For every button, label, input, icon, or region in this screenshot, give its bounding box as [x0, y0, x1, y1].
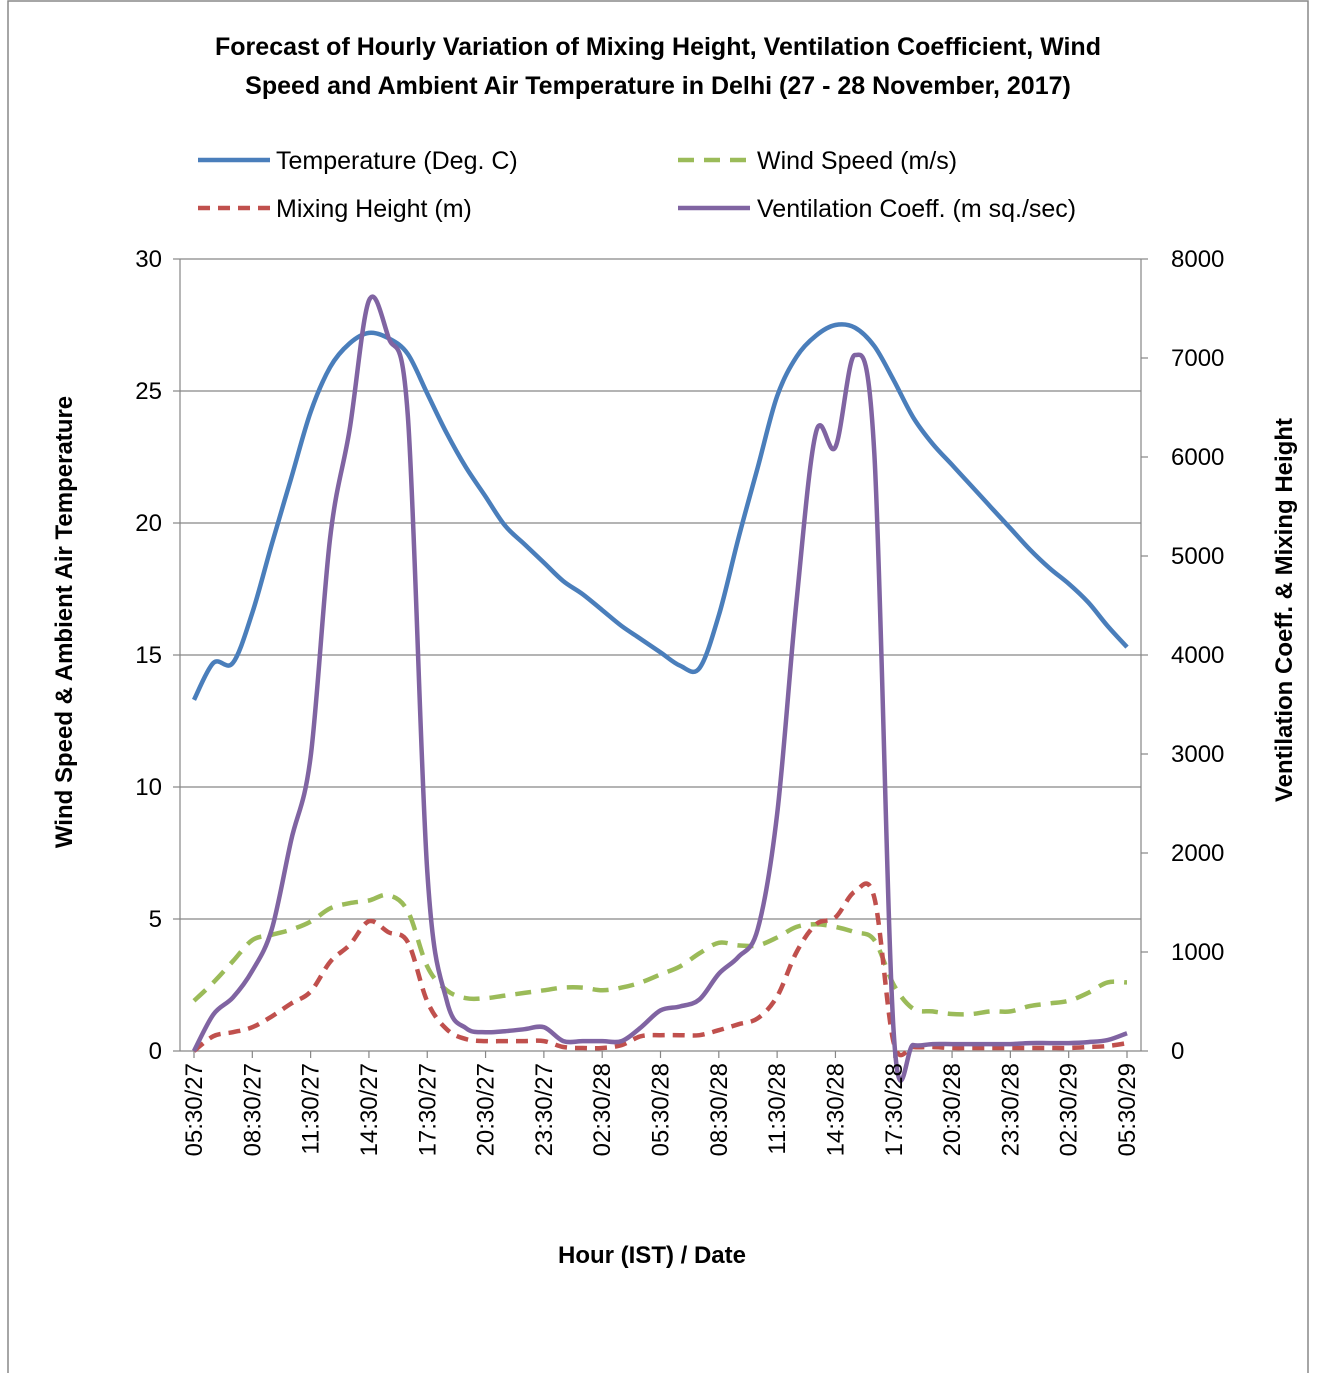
y-right-tick-label-4000: 4000	[1171, 642, 1224, 669]
x-tick-label-9: 08:30/28	[706, 1063, 733, 1156]
legend-label-mixing-height: Mixing Height (m)	[276, 195, 472, 223]
series-line-wind-speed	[192, 892, 1128, 1017]
legend-item-mixing-height: Mixing Height (m)	[198, 195, 472, 223]
x-tick-label-7: 02:30/28	[589, 1063, 616, 1156]
chart-title-line-2: Speed and Ambient Air Temperature in Del…	[245, 72, 1071, 100]
y-left-tick-label-15: 15	[135, 642, 162, 669]
x-tick-label-6: 23:30/27	[531, 1063, 558, 1156]
gridlines	[180, 258, 1141, 920]
y-right-tick-label-1000: 1000	[1171, 939, 1224, 966]
x-tick-label-15: 02:30/29	[1056, 1063, 1083, 1156]
x-tick-label-12: 17:30/28	[881, 1063, 908, 1156]
y-left-tick-label-20: 20	[135, 510, 162, 537]
axes	[173, 258, 1148, 1058]
chart-title-line-1: Forecast of Hourly Variation of Mixing H…	[215, 33, 1101, 61]
y-right-tick-label-5000: 5000	[1171, 543, 1224, 570]
chart-border	[7, 0, 1309, 1373]
legend: Temperature (Deg. C) Wind Speed (m/s) Mi…	[198, 147, 1076, 223]
series-line-ventilation-coeff	[191, 294, 1128, 1083]
legend-label-temperature: Temperature (Deg. C)	[276, 147, 518, 175]
x-axis-title: Hour (IST) / Date	[558, 1242, 746, 1269]
x-tick-label-14: 23:30/28	[997, 1063, 1024, 1156]
x-tick-label-3: 14:30/27	[356, 1063, 383, 1156]
y-left-tick-label-25: 25	[135, 378, 162, 405]
y-right-tick-label-0: 0	[1171, 1038, 1184, 1065]
x-tick-label-8: 05:30/28	[648, 1063, 675, 1156]
x-tick-label-11: 14:30/28	[822, 1063, 849, 1156]
legend-item-wind-speed: Wind Speed (m/s)	[678, 147, 957, 175]
x-tick-label-4: 17:30/27	[414, 1063, 441, 1156]
x-tick-label-2: 11:30/27	[298, 1063, 325, 1155]
y-left-tick-label-10: 10	[135, 774, 162, 801]
series-line-mixing-height	[192, 881, 1128, 1058]
legend-item-ventilation-coeff: Ventilation Coeff. (m sq./sec)	[678, 195, 1076, 223]
y-right-tick-label-7000: 7000	[1171, 345, 1224, 372]
y-right-tick-label-2000: 2000	[1171, 840, 1224, 867]
series-line-temperature	[191, 322, 1129, 701]
series-layer	[191, 294, 1129, 1083]
tick-labels: 0 5 10 15 20 25 30 0 1000 2000 3000 4000 5000 6000 700…	[135, 246, 1224, 1156]
legend-item-temperature: Temperature (Deg. C)	[198, 147, 518, 175]
y-axis-right-title: Ventilation Coeff. & Mixing Height	[1271, 418, 1298, 802]
y-right-tick-label-6000: 6000	[1171, 444, 1224, 471]
legend-label-wind-speed: Wind Speed (m/s)	[757, 147, 957, 175]
y-right-tick-label-8000: 8000	[1171, 246, 1224, 273]
x-tick-label-1: 08:30/27	[239, 1063, 266, 1156]
x-tick-label-16: 05:30/29	[1114, 1063, 1141, 1156]
x-tick-label-13: 20:30/28	[939, 1063, 966, 1156]
y-axis-left-title: Wind Speed & Ambient Air Temperature	[51, 396, 78, 848]
legend-label-ventilation-coeff: Ventilation Coeff. (m sq./sec)	[757, 195, 1076, 223]
y-left-tick-label-30: 30	[135, 246, 162, 273]
x-tick-label-10: 11:30/28	[764, 1063, 791, 1155]
x-tick-label-5: 20:30/27	[473, 1063, 500, 1156]
y-left-tick-label-5: 5	[149, 906, 162, 933]
y-left-tick-label-0: 0	[149, 1038, 162, 1065]
x-tick-label-0: 05:30/27	[181, 1063, 208, 1156]
y-right-tick-label-3000: 3000	[1171, 741, 1224, 768]
